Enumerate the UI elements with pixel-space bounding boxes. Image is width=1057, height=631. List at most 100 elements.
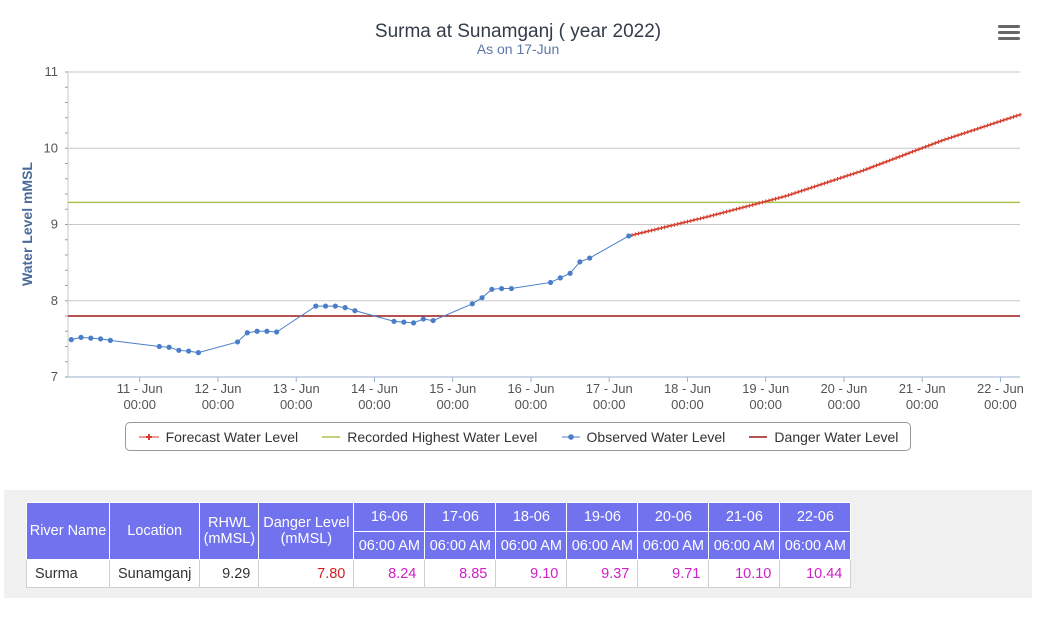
- cell-danger-level: 7.80: [258, 559, 355, 588]
- forecast-point: [1014, 113, 1019, 118]
- observed-point: [479, 295, 485, 301]
- forecast-point: [708, 214, 713, 219]
- forecast-point: [841, 174, 846, 179]
- forecast-point: [913, 148, 918, 153]
- forecast-point: [662, 225, 667, 230]
- observed-point: [587, 255, 593, 261]
- forecast-point: [995, 120, 1000, 125]
- forecast-point: [780, 195, 784, 200]
- chart-subtitle: As on 17-Jun: [477, 41, 560, 57]
- x-tick-label: 00:00: [123, 397, 156, 412]
- cell-forecast-value: 8.85: [424, 559, 497, 588]
- cell-forecast-value: 9.10: [495, 559, 568, 588]
- observed-point: [557, 275, 563, 281]
- forecast-point: [796, 189, 801, 194]
- forecast-point: [770, 197, 775, 202]
- legend-label-forecast: Forecast Water Level: [165, 428, 299, 445]
- forecast-point: [936, 139, 941, 144]
- x-tick-label: 11 - Jun: [117, 381, 163, 396]
- observed-point: [234, 339, 241, 345]
- observed-point: [391, 318, 397, 324]
- observed-point: [401, 319, 407, 325]
- forecast-point: [675, 222, 680, 227]
- forecast-point: [916, 147, 921, 152]
- forecast-point: [861, 168, 866, 173]
- legend-item-forecast[interactable]: Forecast Water Level: [138, 428, 299, 445]
- observed-point: [508, 285, 514, 292]
- forecast-point: [923, 144, 928, 149]
- y-tick-label: 11: [45, 64, 59, 79]
- forecast-point: [682, 220, 687, 225]
- forecast-point: [835, 177, 840, 182]
- legend-item-observed[interactable]: Observed Water Level: [561, 428, 726, 445]
- legend-label-observed: Observed Water Level: [586, 428, 726, 445]
- forecast-point: [688, 218, 693, 223]
- observed-point: [342, 305, 348, 311]
- x-tick-label: 00:00: [671, 397, 704, 412]
- forecast-point: [864, 167, 869, 172]
- forecast-point: [943, 137, 948, 142]
- forecast-point: [907, 151, 912, 156]
- forecast-point: [894, 155, 899, 160]
- observed-point: [166, 344, 172, 350]
- x-tick-label: 12 - Jun: [194, 381, 241, 396]
- forecast-point: [747, 203, 752, 208]
- header-date: 22-06: [779, 502, 852, 532]
- observed-point: [107, 337, 113, 343]
- x-tick-label: 21 - Jun: [899, 381, 946, 396]
- forecast-point: [734, 207, 739, 212]
- observed-point: [332, 303, 338, 309]
- forecast-point: [649, 228, 654, 233]
- forecast-point: [828, 179, 833, 184]
- forecast-table: River Name Location RHWL (mMSL) Danger L…: [26, 502, 852, 588]
- forecast-point: [633, 232, 638, 237]
- forecast-point: [822, 181, 827, 186]
- chart-menu-button[interactable]: [996, 22, 1022, 44]
- x-tick-label: 20 - Jun: [820, 381, 867, 396]
- forecast-point: [881, 160, 886, 165]
- header-time: 06:00 AM: [708, 531, 781, 560]
- forecast-point: [812, 184, 817, 189]
- forecast-point: [946, 136, 951, 141]
- series-layer: [68, 112, 1022, 356]
- forecast-table-panel: River Name Location RHWL (mMSL) Danger L…: [4, 490, 1032, 598]
- forecast-point: [789, 192, 794, 197]
- forecast-point: [982, 124, 987, 129]
- forecast-point: [1008, 115, 1013, 120]
- forecast-point: [871, 164, 876, 169]
- header-date: 16-06: [353, 502, 426, 532]
- forecast-point: [900, 153, 905, 158]
- legend-observed-symbol: [561, 433, 580, 440]
- observed-point: [274, 329, 280, 335]
- legend-recorded-highest-symbol: [322, 435, 341, 438]
- forecast-point: [731, 208, 736, 213]
- legend-item-danger[interactable]: Danger Water Level: [748, 429, 898, 445]
- forecast-point: [1011, 114, 1016, 119]
- cell-river: Surma: [26, 559, 110, 588]
- forecast-point: [757, 201, 762, 206]
- forecast-point: [1001, 118, 1006, 123]
- forecast-point: [926, 143, 931, 148]
- header-date: 19-06: [566, 502, 639, 532]
- header-time: 06:00 AM: [637, 531, 710, 560]
- observed-point: [68, 337, 74, 343]
- header-time: 06:00 AM: [566, 531, 639, 560]
- x-tick-label: 00:00: [984, 397, 1017, 412]
- x-tick-label: 00:00: [828, 397, 861, 412]
- forecast-point: [985, 123, 990, 128]
- forecast-point: [988, 122, 993, 127]
- legend-label-recorded-highest: Recorded Highest Water Level: [347, 428, 538, 445]
- observed-point: [499, 285, 505, 292]
- x-tick-label: 16 - Jun: [507, 381, 554, 396]
- x-tick-label: 00:00: [358, 397, 391, 412]
- water-level-chart: Surma at Sunamganj ( year 2022) As on 17…: [19, 21, 1024, 412]
- forecast-point: [890, 157, 895, 162]
- header-date: 17-06: [424, 502, 497, 532]
- x-tick-label: 18 - Jun: [664, 381, 711, 396]
- forecast-point: [678, 221, 683, 226]
- forecast-point: [975, 126, 980, 131]
- forecast-point: [933, 141, 938, 146]
- observed-point: [322, 303, 329, 309]
- legend-item-recorded-highest[interactable]: Recorded Highest Water Level: [321, 429, 537, 445]
- forecast-point: [848, 172, 853, 177]
